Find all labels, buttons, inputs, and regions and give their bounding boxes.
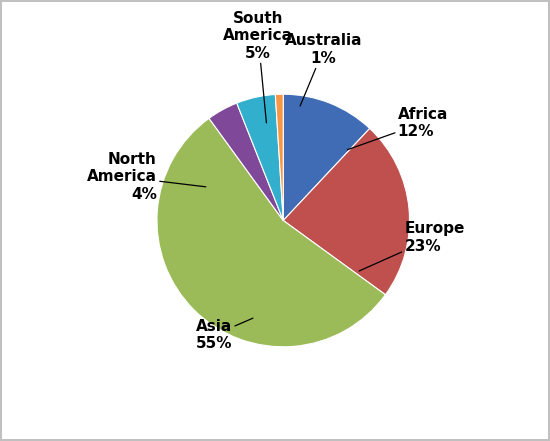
Wedge shape [283,128,410,295]
Wedge shape [236,94,283,220]
Wedge shape [276,94,283,220]
Text: South
America
5%: South America 5% [223,11,293,123]
Text: Africa
12%: Africa 12% [347,107,448,150]
Text: Asia
55%: Asia 55% [196,318,253,351]
Wedge shape [283,94,370,220]
Text: Australia
1%: Australia 1% [285,33,362,106]
Wedge shape [209,103,283,220]
Wedge shape [157,118,386,347]
Text: North
America
4%: North America 4% [87,152,206,202]
Text: Europe
23%: Europe 23% [359,221,465,271]
